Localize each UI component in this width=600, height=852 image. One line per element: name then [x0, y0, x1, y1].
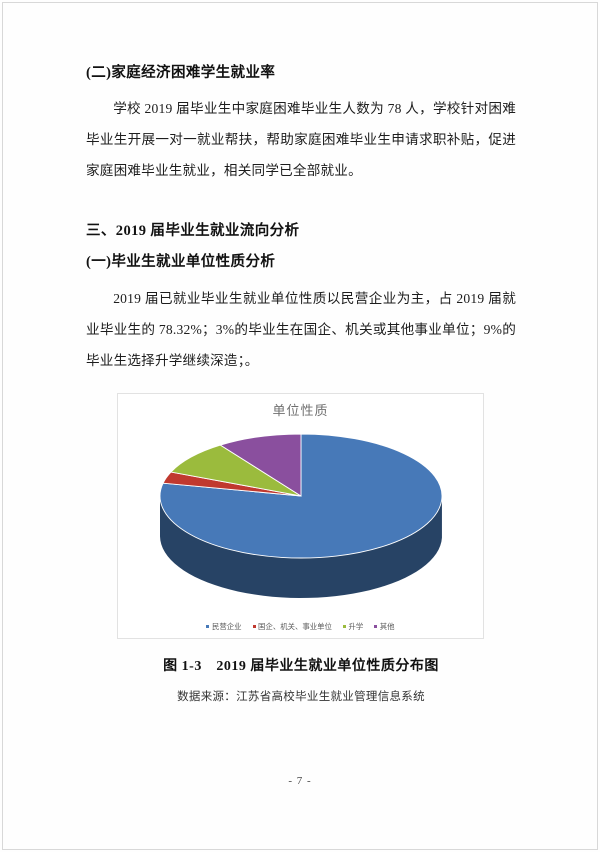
legend-swatch-icon: [374, 625, 378, 628]
legend-swatch-icon: [206, 625, 210, 628]
page-number: - 7 -: [288, 775, 312, 787]
legend-label: 国企、机关、事业单位: [258, 622, 332, 631]
spacer: [86, 186, 516, 220]
pie-slice[interactable]: [159, 433, 442, 559]
chart-legend: 民营企业 国企、机关、事业单位 升学 其他: [118, 621, 483, 632]
pie-slice[interactable]: [218, 433, 301, 497]
pie-chart-svg: [159, 433, 442, 598]
legend-item[interactable]: 国企、机关、事业单位: [252, 621, 332, 632]
pie-slice[interactable]: [169, 444, 301, 497]
section-b-paragraph: 学校 2019 届毕业生中家庭困难毕业生人数为 78 人，学校针对困难毕业生开展…: [86, 101, 516, 179]
pie-3d-side-walls: [159, 496, 442, 598]
section-b-heading: (二)家庭经济困难学生就业率: [86, 65, 276, 81]
chart-title: 单位性质: [272, 403, 329, 418]
section-one-paragraph: 2019 届已就业毕业生就业单位性质以民营企业为主，占 2019 届就业毕业生的…: [86, 290, 516, 368]
legend-item[interactable]: 民营企业: [206, 621, 242, 632]
spacer: [86, 85, 516, 93]
document-body: (二)家庭经济困难学生就业率 学校 2019 届毕业生中家庭困难毕业生人数为 7…: [86, 62, 516, 376]
pie-chart-canvas: [118, 418, 483, 606]
pie-chart-figure: 单位性质 民营企业 国企、机关、事业单位 升学 其他: [117, 393, 484, 639]
pie-side-wall: [159, 496, 442, 598]
legend-label: 升学: [348, 622, 364, 631]
spacer: [86, 243, 516, 251]
legend-swatch-icon: [252, 625, 256, 628]
figure-caption-block: 图 1-3 2019 届毕业生就业单位性质分布图 数据来源：江苏省高校毕业生就业…: [86, 656, 516, 704]
legend-label: 其他: [379, 622, 395, 631]
legend-item[interactable]: 升学: [342, 621, 364, 632]
pie-top-faces: [159, 433, 442, 559]
figure-caption: 图 1-3 2019 届毕业生就业单位性质分布图: [163, 659, 439, 674]
section-one-heading: (一)毕业生就业单位性质分析: [86, 254, 276, 271]
legend-label: 民营企业: [211, 622, 242, 631]
figure-source: 数据来源：江苏省高校毕业生就业管理信息系统: [177, 691, 425, 704]
legend-item[interactable]: 其他: [374, 621, 395, 632]
spacer: [86, 275, 516, 283]
legend-swatch-icon: [342, 625, 346, 628]
section-three-heading: 三、2019 届毕业生就业流向分析: [86, 223, 300, 240]
